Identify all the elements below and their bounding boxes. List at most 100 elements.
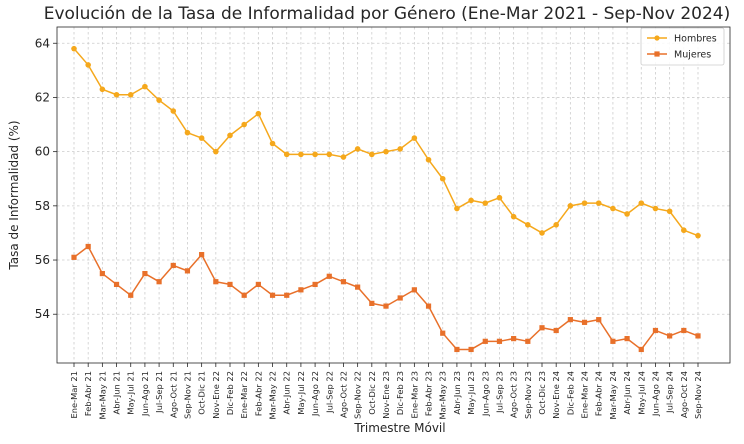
x-tick-label: Ago-Oct 21 [168,371,178,418]
data-point-mujeres [610,338,616,344]
legend-marker-mujeres [654,51,660,57]
x-tick-label: Ene-Mar 23 [409,371,419,418]
data-point-hombres [439,175,446,182]
data-point-mujeres [199,252,205,258]
y-tick-label: 62 [35,90,50,104]
data-point-mujeres [113,281,120,288]
legend-label-hombres: Hombres [674,34,717,45]
data-point-hombres [326,151,333,158]
data-point-mujeres [624,336,630,342]
data-point-mujeres [184,268,191,274]
legend: Hombres Mujeres [640,27,725,66]
x-tick-label: Feb-Abr 24 [594,371,604,416]
data-point-hombres [397,146,403,152]
x-tick-label: Abr-Jun 22 [282,371,292,414]
data-point-hombres [454,205,460,212]
data-point-hombres [567,203,574,209]
x-tick-label: Nov-Ene 22 [211,371,221,419]
x-tick-label: Mar-May 22 [268,371,278,419]
x-tick-label: Sep-Nov 23 [523,371,533,419]
x-tick-label: Mar-May 21 [97,371,107,419]
x-tick-label: Sep-Nov 21 [182,371,192,419]
chart-title: Evolución de la Tasa de Informalidad por… [44,4,731,24]
data-point-mujeres [581,319,588,325]
x-tick-label: Sep-Nov 24 [693,371,703,419]
x-tick-label: Dic-Feb 23 [395,371,405,415]
data-point-hombres [71,45,77,52]
y-axis-label: Tasa de Informalidad (%) [7,120,21,270]
data-point-hombres [482,200,489,206]
x-tick-label: Mar-May 24 [608,371,618,419]
series-hombres [71,45,701,239]
data-point-mujeres [156,279,162,285]
data-point-hombres [425,156,432,163]
data-point-hombres [496,194,503,201]
data-point-hombres [99,86,106,93]
x-axis-label: Trimestre Móvil [353,421,445,435]
data-point-hombres [510,213,517,220]
data-point-hombres [127,91,134,98]
y-tick-label: 64 [35,36,50,50]
data-point-hombres [241,121,247,128]
data-point-mujeres [652,327,659,334]
data-point-mujeres [298,287,304,293]
data-point-mujeres [99,270,105,277]
x-tick-label: Ene-Mar 22 [239,371,249,418]
x-tick-label: Feb-Abr 21 [83,371,93,416]
x-tick-label: Mar-May 23 [438,371,448,419]
data-point-mujeres [567,317,573,323]
x-tick-label: Jul-Sep 22 [324,371,334,414]
data-point-hombres [638,200,645,206]
data-point-mujeres [269,292,276,298]
x-tick-label: Feb-Abr 23 [424,371,434,416]
data-point-mujeres [681,327,687,334]
data-point-hombres [681,227,687,234]
x-tick-label: Jun-Ago 22 [310,371,320,417]
x-tick-label: May-Jul 23 [466,371,476,415]
data-point-mujeres [369,300,375,306]
legend-label-mujeres: Mujeres [674,50,711,61]
data-point-hombres [312,151,318,158]
x-tick-label: Dic-Feb 22 [225,371,235,415]
data-point-mujeres [496,338,503,344]
x-tick-label: Ene-Mar 21 [69,371,79,418]
y-tick-label: 54 [35,307,50,321]
data-point-mujeres [397,295,403,301]
data-point-hombres [695,232,701,239]
legend-marker-hombres [654,35,660,41]
data-point-hombres [113,91,120,98]
data-point-mujeres [340,279,347,285]
data-point-mujeres [213,279,219,285]
x-tick-label: Nov-Ene 24 [551,371,561,419]
x-tick-label: Feb-Abr 22 [253,371,263,416]
x-tick-label: Oct-Dic 21 [197,371,207,415]
data-point-mujeres [511,336,517,342]
y-tick-label: 58 [35,199,50,213]
data-point-hombres [525,222,531,228]
data-point-hombres [666,208,673,215]
data-point-hombres [581,200,588,206]
data-point-mujeres [440,330,446,336]
data-point-hombres [227,132,233,139]
x-tick-label: Jun-Ago 21 [140,371,150,417]
data-point-hombres [170,108,177,114]
x-tick-label: Ago-Oct 23 [509,371,519,418]
plot-frame [56,26,731,364]
data-point-hombres [283,151,290,158]
data-point-mujeres [241,292,247,298]
y-tick-label: 56 [35,253,50,267]
x-tick-label: Jul-Sep 21 [154,371,164,414]
data-point-mujeres [170,262,176,269]
x-tick-label: May-Jul 21 [126,371,136,415]
x-tick-label: Jul-Sep 24 [665,371,675,414]
x-tick-label: Oct-Dic 22 [367,371,377,415]
series-layer [71,45,701,353]
data-point-mujeres [326,273,332,279]
x-tick-label: May-Jul 24 [636,371,646,415]
data-point-hombres [553,222,559,228]
data-point-hombres [595,200,602,206]
data-point-mujeres [255,281,261,288]
x-tick-label: Jul-Sep 23 [494,371,504,414]
data-point-mujeres [383,303,389,309]
